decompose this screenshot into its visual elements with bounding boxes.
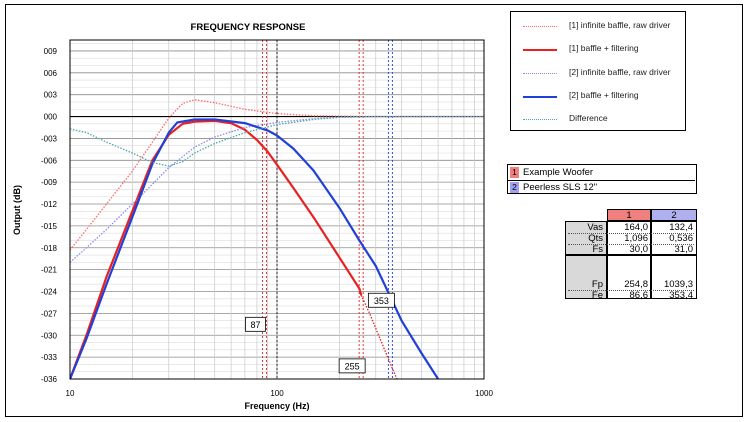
param-label-column xyxy=(565,221,607,255)
legend-label: [1] infinite baffle, raw driver xyxy=(569,20,671,30)
param-header-1: 1 xyxy=(607,209,651,221)
param-label-fp: Fp xyxy=(591,279,603,290)
param-value: 353,4 xyxy=(669,290,693,301)
legend-swatch xyxy=(523,96,557,98)
series-line xyxy=(70,115,484,167)
param-header-2: 2 xyxy=(651,209,697,221)
param-value: 254,8 xyxy=(624,279,648,290)
marker-label-box xyxy=(245,316,266,332)
legend-item-2-filtered: [2] baffle + filtering xyxy=(511,88,687,106)
param-value: 1,096 xyxy=(624,233,648,244)
legend-label: [2] baffle + filtering xyxy=(569,90,639,100)
chart-title: FREQUENCY RESPONSE xyxy=(191,22,306,33)
param-label-column xyxy=(565,255,607,299)
row-divider xyxy=(568,290,694,291)
driver-number-badge: 1 xyxy=(510,167,519,178)
legend: [1] infinite baffle, raw driver [1] baff… xyxy=(510,11,686,131)
y-tick-label: -024 xyxy=(41,288,58,297)
row-divider xyxy=(568,233,694,234)
frequency-markers xyxy=(262,40,393,379)
y-tick-label: -027 xyxy=(41,309,58,318)
marker-label: 87 xyxy=(250,320,260,330)
row-divider xyxy=(568,244,694,245)
param-values-column-1 xyxy=(607,255,651,299)
marker-label-box xyxy=(338,358,366,374)
param-values-column-1 xyxy=(607,221,651,255)
param-value: 31,0 xyxy=(674,244,694,255)
x-axis-label: Frequency (Hz) xyxy=(244,401,309,411)
driver-row-1: 1 Example Woofer xyxy=(508,166,695,179)
param-label-fe: Fe xyxy=(591,290,603,301)
y-tick-label: -033 xyxy=(41,353,58,362)
y-tick-label: -012 xyxy=(41,200,58,209)
y-axis-label: Output (dB) xyxy=(12,185,22,235)
param-label-vas: Vas xyxy=(587,222,603,233)
param-values-column-2 xyxy=(651,221,697,255)
x-tick-labels: 10 100 1000 xyxy=(66,389,494,398)
param-label-qts: Qts xyxy=(588,233,603,244)
param-value: 86,6 xyxy=(629,290,649,301)
legend-swatch xyxy=(523,119,557,120)
y-tick-label: -009 xyxy=(41,178,58,187)
y-tick-label: -006 xyxy=(41,156,58,165)
marker-label: 255 xyxy=(345,361,360,371)
y-tick-label: -015 xyxy=(41,222,58,231)
legend-label: [1] baffle + filtering xyxy=(569,43,639,53)
legend-label: [2] infinite baffle, raw driver xyxy=(569,67,671,77)
driver-name: Peerless SLS 12" xyxy=(523,182,598,193)
series-line xyxy=(360,294,398,379)
legend-swatch xyxy=(523,49,557,51)
param-label-fs: Fs xyxy=(592,244,603,255)
x-tick-label: 10 xyxy=(66,389,75,398)
driver-number-badge: 2 xyxy=(510,182,519,193)
param-value: 164,0 xyxy=(624,222,648,233)
driver-row-2: 2 Peerless SLS 12" xyxy=(508,180,695,194)
marker-label: 353 xyxy=(374,296,389,306)
series-lines xyxy=(70,99,484,379)
param-value: 1039,3 xyxy=(663,279,693,290)
x-tick-label: 1000 xyxy=(475,389,493,398)
marker-labels: 87 255 353 xyxy=(245,292,395,374)
y-tick-label: -030 xyxy=(41,331,58,340)
plot-border xyxy=(69,39,485,380)
y-tick-label: -018 xyxy=(41,244,58,253)
driver-list: 1 Example Woofer 2 Peerless SLS 12" xyxy=(507,164,697,194)
series-line xyxy=(70,115,484,263)
y-tick-label: 006 xyxy=(44,69,58,78)
y-tick-label: 009 xyxy=(44,47,58,56)
driver-name: Example Woofer xyxy=(523,167,594,178)
legend-swatch xyxy=(523,73,557,74)
y-tick-label: -036 xyxy=(41,375,58,384)
legend-item-1-raw: [1] infinite baffle, raw driver xyxy=(511,18,687,36)
y-tick-label: -003 xyxy=(41,134,58,143)
param-value: 30,0 xyxy=(629,244,649,255)
y-tick-label: -021 xyxy=(41,266,58,275)
param-value: 0,536 xyxy=(669,233,693,244)
legend-label: Difference xyxy=(569,113,608,123)
param-values-column-2 xyxy=(651,255,697,299)
y-tick-label: 003 xyxy=(44,91,58,100)
y-tick-labels: 009 006 003 000 -003 -006 -009 -012 -015 -018 -021… xyxy=(41,47,58,384)
legend-item-1-filtered: [1] baffle + filtering xyxy=(511,41,687,59)
series-line xyxy=(70,119,363,379)
marker-label-box xyxy=(367,292,395,308)
x-tick-label: 100 xyxy=(270,389,284,398)
param-value: 132,4 xyxy=(669,222,693,233)
legend-item-difference: Difference xyxy=(511,111,687,129)
y-tick-label: 000 xyxy=(44,113,58,122)
series-line xyxy=(70,118,440,379)
legend-item-2-raw: [2] infinite baffle, raw driver xyxy=(511,65,687,83)
legend-swatch xyxy=(523,26,557,27)
